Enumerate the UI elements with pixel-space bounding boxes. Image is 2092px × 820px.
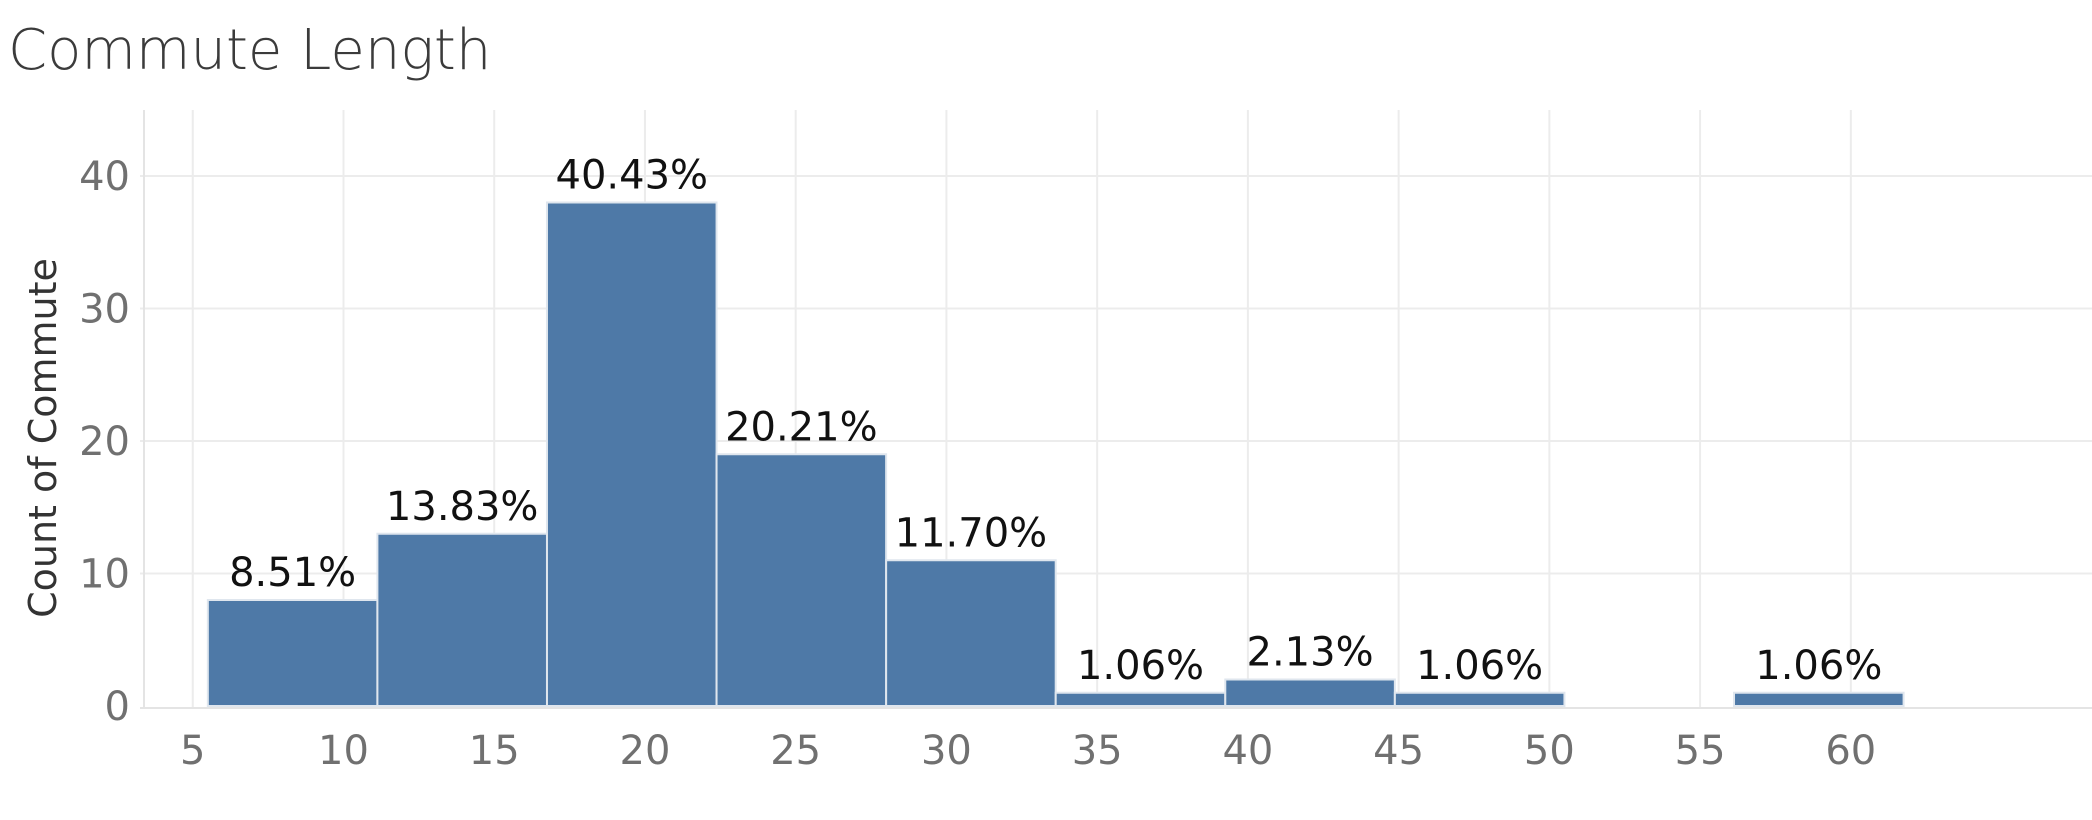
y-tick-label: 30 [79,287,130,333]
x-tick-label: 5 [180,728,205,774]
histogram-bar [376,532,548,707]
data-label: 20.21% [725,404,878,450]
x-tick-label: 25 [770,728,821,774]
x-tick-label: 55 [1675,728,1726,774]
x-tick-label: 60 [1825,728,1876,774]
histogram-bar [545,201,718,707]
x-tick-label: 45 [1373,728,1424,774]
x-tick-label: 40 [1222,728,1273,774]
y-axis-label: Count of Commute [21,258,65,618]
bars [206,201,1905,707]
histogram-bar [715,453,888,707]
x-tick-label: 50 [1524,728,1575,774]
y-tick-label: 0 [105,684,130,730]
data-labels: 8.51% 13.83% 40.43% 20.21% 11.70% 1.06% 2.13% 1… [229,153,1882,689]
y-tick-label: 10 [79,552,130,598]
x-tick-label: 15 [469,728,520,774]
histogram-bar [885,559,1057,707]
grid-lines [140,110,2092,708]
histogram-bar [1054,691,1227,707]
y-tick-labels: 0 10 20 30 40 [79,154,130,730]
histogram-bar [1393,691,1566,707]
data-label: 8.51% [229,550,356,596]
data-label: 40.43% [556,153,709,199]
chart-title: Commute Length [8,18,492,83]
data-label: 11.70% [895,510,1048,556]
x-tick-label: 20 [620,728,671,774]
y-tick-label: 40 [79,154,130,200]
x-tick-label: 10 [318,728,369,774]
histogram-bar [206,599,379,707]
data-label: 1.06% [1416,643,1543,689]
data-label: 1.06% [1077,643,1204,689]
x-tick-label: 35 [1072,728,1123,774]
histogram-bar [1224,678,1396,707]
x-tick-labels: 5 10 15 20 25 30 35 40 45 50 55 60 [180,728,1876,774]
y-tick-label: 20 [79,419,130,465]
data-label: 1.06% [1755,643,1882,689]
x-tick-label: 30 [921,728,972,774]
histogram-bar [1733,691,1905,707]
data-label: 2.13% [1247,630,1374,676]
axes [140,110,2092,709]
data-label: 13.83% [386,484,539,530]
